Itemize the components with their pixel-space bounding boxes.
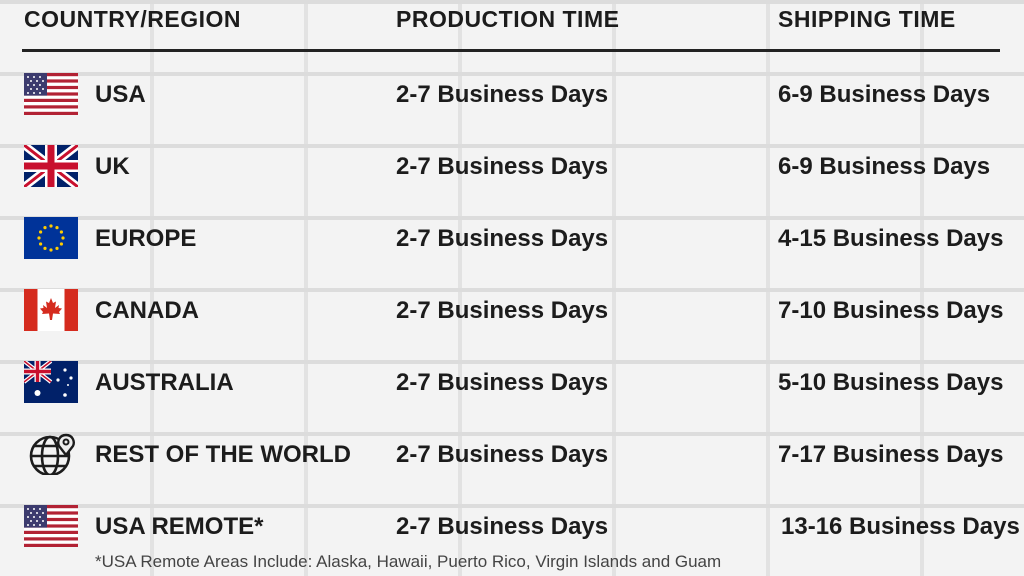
- table-row-usa-remote: USA REMOTE* 2-7 Business Days 13-16 Busi…: [0, 497, 1024, 557]
- uk-flag-icon: [24, 145, 78, 187]
- country-label: UK: [95, 153, 130, 180]
- country-label: USA: [95, 81, 146, 108]
- shipping-time-value: 7-10 Business Days: [778, 297, 1004, 324]
- table-row-rest-of-world: REST OF THE WORLD 2-7 Business Days 7-17…: [0, 425, 1024, 485]
- production-time-value: 2-7 Business Days: [396, 153, 609, 180]
- table-row-usa: USA 2-7 Business Days 6-9 Business Days: [0, 65, 1024, 125]
- country-label: REST OF THE WORLD: [95, 441, 351, 468]
- production-time-value: 2-7 Business Days: [396, 513, 609, 540]
- table-row-canada: CANADA 2-7 Business Days 7-10 Business D…: [0, 281, 1024, 341]
- country-label: USA REMOTE*: [95, 513, 264, 540]
- header-shipping-time: SHIPPING TIME: [778, 6, 956, 32]
- table-row-australia: AUSTRALIA 2-7 Business Days 5-10 Busines…: [0, 353, 1024, 413]
- production-time-value: 2-7 Business Days: [396, 225, 609, 252]
- table-row-europe: EUROPE 2-7 Business Days 4-15 Business D…: [0, 209, 1024, 269]
- footnote: *USA Remote Areas Include: Alaska, Hawai…: [95, 552, 722, 571]
- header-country-region: COUNTRY/REGION: [24, 6, 241, 32]
- production-time-value: 2-7 Business Days: [396, 81, 609, 108]
- shipping-time-value: 5-10 Business Days: [778, 369, 1004, 396]
- us-flag-icon: [24, 505, 78, 547]
- header-divider: [22, 49, 1000, 52]
- country-label: AUSTRALIA: [95, 369, 234, 396]
- australia-flag-icon: [24, 361, 78, 403]
- shipping-time-value: 6-9 Business Days: [778, 153, 991, 180]
- canada-flag-icon: [24, 289, 78, 331]
- shipping-time-value: 7-17 Business Days: [778, 441, 1004, 468]
- shipping-time-value: 4-15 Business Days: [778, 225, 1004, 252]
- country-label: CANADA: [95, 297, 199, 324]
- country-label: EUROPE: [95, 225, 197, 252]
- us-flag-icon: [24, 73, 78, 115]
- production-time-value: 2-7 Business Days: [396, 369, 609, 396]
- production-time-value: 2-7 Business Days: [396, 297, 609, 324]
- eu-flag-icon: [24, 217, 78, 259]
- shipping-time-value: 6-9 Business Days: [778, 81, 991, 108]
- shipping-time-value: 13-16 Business Days: [781, 513, 1020, 540]
- table-row-uk: UK 2-7 Business Days 6-9 Business Days: [0, 137, 1024, 197]
- production-time-value: 2-7 Business Days: [396, 441, 609, 468]
- globe-pin-icon: [24, 433, 78, 475]
- header-production-time: PRODUCTION TIME: [396, 6, 620, 32]
